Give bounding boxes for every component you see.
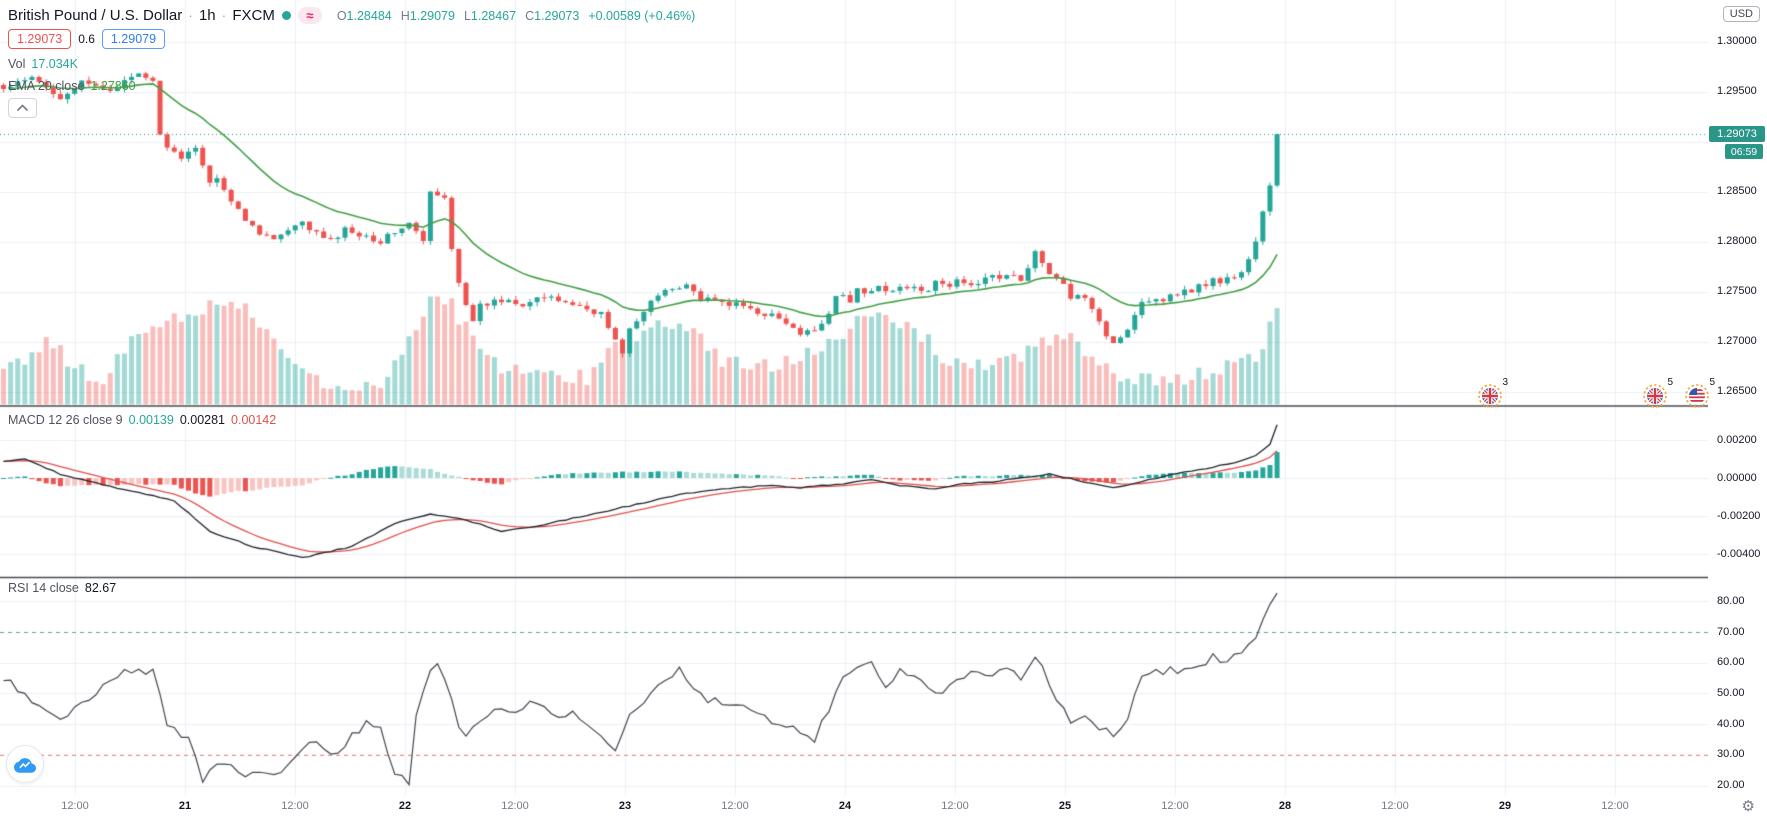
macd-tick-label: 0.00200 xyxy=(1717,433,1757,446)
chevron-up-icon xyxy=(16,104,29,112)
currency-button[interactable]: USD xyxy=(1722,6,1760,22)
macd-signal-value: 0.00142 xyxy=(231,413,277,427)
event-count-badge: 5 xyxy=(1709,377,1715,388)
rsi-legend-label: RSI 14 close xyxy=(8,581,79,595)
time-label-hour: 12:00 xyxy=(941,800,969,812)
macd-legend[interactable]: MACD 12 26 close 9 0.00139 0.00281 0.001… xyxy=(8,413,276,427)
legend-collapse-button[interactable] xyxy=(8,98,37,118)
price-axis[interactable]: USD 1.29073 06:59 1.30000 1.29500 1.28500 1… xyxy=(1708,0,1767,795)
delayed-data-badge[interactable]: ≈ xyxy=(297,7,322,24)
macd-tick-label: -0.00400 xyxy=(1717,547,1761,560)
macd-legend-label: MACD 12 26 close 9 xyxy=(8,413,123,427)
time-label-hour: 12:00 xyxy=(1381,800,1409,812)
buy-button[interactable]: 1.29079 xyxy=(101,29,166,49)
symbol-title[interactable]: British Pound / U.S. Dollar · 1h · FXCM xyxy=(8,7,275,24)
rsi-tick-label: 80.00 xyxy=(1717,594,1745,607)
time-label-day: 21 xyxy=(178,800,192,812)
cloud-icon xyxy=(14,757,36,773)
macd-tick-label: -0.00200 xyxy=(1717,509,1761,522)
high-value: H1.29079 xyxy=(400,8,455,23)
time-label-hour: 12:00 xyxy=(281,800,309,812)
rsi-legend[interactable]: RSI 14 close 82.67 xyxy=(8,581,116,595)
price-tick-label: 1.27000 xyxy=(1717,335,1757,347)
economic-event-flag-gb[interactable]: 5 xyxy=(1643,377,1673,408)
time-label-hour: 12:00 xyxy=(721,800,749,812)
cloud-button[interactable] xyxy=(6,745,44,783)
macd-tick-label: 0.00000 xyxy=(1717,471,1757,484)
price-tick-label: 1.29500 xyxy=(1717,85,1757,97)
time-label-day: 22 xyxy=(398,800,412,812)
exchange-label: FXCM xyxy=(232,7,275,24)
time-label-hour: 12:00 xyxy=(501,800,529,812)
change-value: +0.00589 (+0.46%) xyxy=(588,8,696,23)
volume-legend-value: 17.034K xyxy=(31,57,78,71)
rsi-legend-value: 82.67 xyxy=(84,581,117,595)
rsi-tick-label: 70.00 xyxy=(1717,625,1745,638)
volume-legend[interactable]: Vol 17.034K xyxy=(8,57,78,71)
sell-button[interactable]: 1.29073 xyxy=(8,29,72,49)
market-status-dot-icon[interactable] xyxy=(281,11,291,20)
price-tick-label: 1.30000 xyxy=(1717,35,1757,47)
macd-hist-value: 0.00139 xyxy=(128,413,174,427)
time-label-hour: 12:00 xyxy=(1601,800,1629,812)
time-label-day: 28 xyxy=(1278,800,1292,812)
macd-line-value: 0.00281 xyxy=(179,413,226,427)
event-count-badge: 5 xyxy=(1667,377,1673,388)
price-tick-label: 1.26500 xyxy=(1717,385,1757,397)
time-label-day: 25 xyxy=(1058,800,1072,812)
time-label-hour: 12:00 xyxy=(1161,800,1189,812)
open-value: O1.28484 xyxy=(336,8,392,23)
rsi-tick-label: 60.00 xyxy=(1717,656,1745,669)
trade-panel: 1.29073 0.6 1.29079 xyxy=(8,29,166,49)
event-count-badge: 3 xyxy=(1502,377,1508,388)
gear-icon[interactable]: ⚙ xyxy=(1741,798,1755,815)
interval-label[interactable]: 1h xyxy=(198,7,216,24)
spread-label: 0.6 xyxy=(78,32,95,46)
economic-event-flag-us[interactable]: 5 xyxy=(1685,377,1715,408)
title-separator: · xyxy=(221,8,227,23)
economic-event-flag-gb[interactable]: 3 xyxy=(1478,377,1508,408)
bar-countdown-badge: 06:59 xyxy=(1725,144,1763,159)
rsi-tick-label: 20.00 xyxy=(1717,779,1745,791)
symbol-header: British Pound / U.S. Dollar · 1h · FXCM … xyxy=(8,7,695,24)
price-tick-label: 1.28500 xyxy=(1717,185,1757,197)
symbol-name: British Pound / U.S. Dollar xyxy=(8,7,183,24)
ema-legend-label: EMA 20 close xyxy=(8,79,85,93)
price-tick-label: 1.28000 xyxy=(1717,235,1757,247)
low-value: L1.28467 xyxy=(463,8,517,23)
time-label-day: 24 xyxy=(838,800,852,812)
time-label-hour: 12:00 xyxy=(61,800,89,812)
volume-legend-label: Vol xyxy=(8,57,26,71)
time-label-day: 29 xyxy=(1498,800,1512,812)
close-value: C1.29073 xyxy=(525,8,580,23)
time-label-day: 23 xyxy=(618,800,632,812)
ohlc-readout: O1.28484 H1.29079 L1.28467 C1.29073 +0.0… xyxy=(337,9,696,23)
rsi-tick-label: 30.00 xyxy=(1717,748,1745,761)
rsi-tick-label: 50.00 xyxy=(1717,686,1745,699)
last-price-badge: 1.29073 xyxy=(1709,126,1765,142)
title-separator: · xyxy=(188,8,193,23)
ema-legend-value: 1.27860 xyxy=(90,79,136,93)
ema-legend[interactable]: EMA 20 close 1.27860 xyxy=(8,79,136,93)
price-tick-label: 1.27500 xyxy=(1717,285,1757,297)
rsi-tick-label: 40.00 xyxy=(1717,717,1745,730)
time-axis[interactable]: ⚙ 12:00 21 12:00 22 12:00 23 12:00 24 12:00 25 12:… xyxy=(0,795,1767,818)
